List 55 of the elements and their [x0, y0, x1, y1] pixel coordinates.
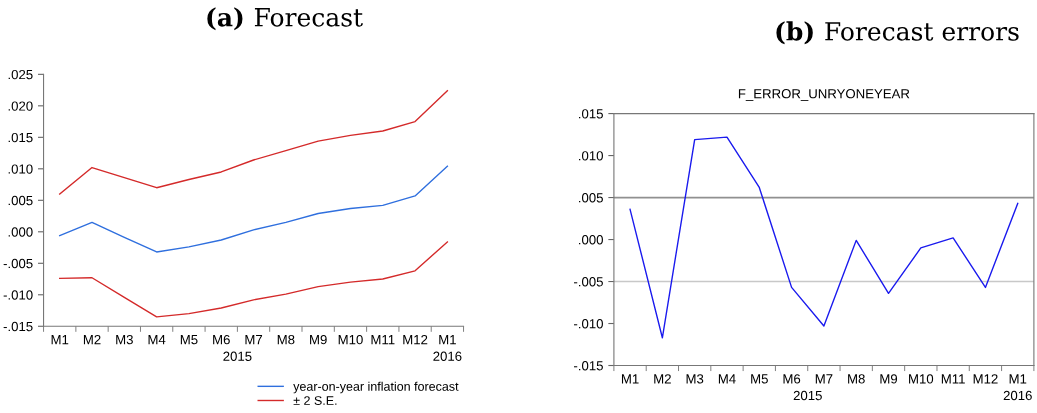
y-tick-label: .015: [8, 132, 33, 143]
y-tick-label: -.010: [3, 290, 33, 300]
x-tick-label: M1: [1009, 374, 1027, 384]
x-tick-label: M7: [815, 374, 833, 384]
y-tick-label: .015: [579, 109, 603, 119]
x-tick-label: M9: [880, 374, 898, 384]
line-series: [59, 165, 449, 253]
legend-label: year-on-year inflation forecast: [293, 381, 459, 394]
y-tick-label: .005: [579, 193, 603, 203]
y-tick-label: .000: [8, 227, 33, 237]
y-tick-label: -.005: [3, 258, 33, 269]
text: 2015: [793, 390, 822, 401]
x-tick-label: M4: [148, 335, 166, 345]
y-tick-label: .010: [579, 151, 603, 161]
y-tick-label: -.015: [574, 361, 603, 371]
x-tick-label: M1: [439, 335, 456, 345]
y-tick-label: .005: [8, 195, 33, 206]
chart-subtitle: F_ERROR_UNRYONEYEAR: [738, 89, 910, 101]
x-tick-label: M3: [686, 374, 704, 384]
text: 2016: [433, 351, 462, 361]
line-series: [629, 136, 1019, 339]
x-tick-label: M8: [277, 334, 295, 345]
x-tick-label: M5: [180, 335, 198, 345]
line-series: [59, 241, 449, 318]
x-tick-label: M7: [245, 335, 263, 345]
x-tick-label: M12: [403, 334, 428, 345]
x-tick-label: M1: [621, 374, 639, 384]
x-tick-label: M1: [51, 335, 69, 345]
x-tick-label: M11: [941, 374, 965, 384]
x-tick-label: M2: [654, 374, 671, 384]
y-tick-label: -.010: [574, 319, 603, 329]
y-tick-label: .020: [8, 101, 33, 111]
x-tick-label: M5: [751, 374, 768, 384]
chart-title: (b) Forecast errors: [776, 21, 1019, 45]
line-series: [59, 90, 449, 195]
x-tick-label: M10: [909, 374, 934, 384]
x-tick-label: M6: [783, 374, 801, 384]
y-tick-label: .000: [579, 235, 603, 245]
text: 2016: [1003, 390, 1032, 401]
x-tick-label: M6: [213, 334, 230, 345]
chart-title: (a) Forecast: [207, 7, 363, 31]
x-tick-label: M4: [718, 374, 736, 384]
y-tick-label: -.005: [574, 277, 603, 287]
x-tick-label: M9: [310, 334, 327, 345]
y-tick-label: -.015: [3, 321, 33, 332]
text: 2015: [223, 351, 252, 361]
x-tick-label: M8: [848, 374, 865, 384]
x-tick-label: M10: [338, 334, 363, 345]
y-tick-label: .010: [8, 164, 33, 174]
x-tick-label: M2: [83, 334, 101, 345]
legend-label: ± 2 S.E.: [293, 396, 337, 405]
x-tick-label: M3: [116, 334, 133, 345]
x-tick-label: M11: [371, 335, 395, 345]
y-tick-label: .025: [8, 69, 33, 80]
x-tick-label: M12: [973, 374, 998, 384]
